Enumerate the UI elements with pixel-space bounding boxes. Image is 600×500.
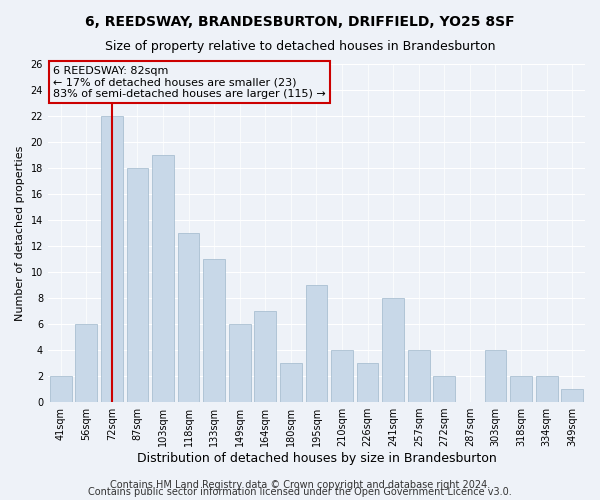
Text: 6, REEDSWAY, BRANDESBURTON, DRIFFIELD, YO25 8SF: 6, REEDSWAY, BRANDESBURTON, DRIFFIELD, Y… bbox=[85, 15, 515, 29]
Bar bbox=[485, 350, 506, 402]
Bar bbox=[562, 389, 583, 402]
Bar bbox=[305, 285, 328, 402]
Bar bbox=[408, 350, 430, 402]
Bar bbox=[357, 363, 379, 402]
Bar bbox=[331, 350, 353, 402]
Bar bbox=[101, 116, 123, 402]
Bar bbox=[50, 376, 71, 402]
Y-axis label: Number of detached properties: Number of detached properties bbox=[15, 146, 25, 320]
Bar bbox=[382, 298, 404, 402]
Bar bbox=[433, 376, 455, 402]
Text: 6 REEDSWAY: 82sqm
← 17% of detached houses are smaller (23)
83% of semi-detached: 6 REEDSWAY: 82sqm ← 17% of detached hous… bbox=[53, 66, 326, 99]
Bar bbox=[254, 311, 276, 402]
Bar bbox=[152, 155, 174, 402]
Bar bbox=[229, 324, 251, 402]
Bar bbox=[510, 376, 532, 402]
Bar bbox=[127, 168, 148, 402]
Bar bbox=[76, 324, 97, 402]
Text: Contains public sector information licensed under the Open Government Licence v3: Contains public sector information licen… bbox=[88, 487, 512, 497]
X-axis label: Distribution of detached houses by size in Brandesburton: Distribution of detached houses by size … bbox=[137, 452, 496, 465]
Bar bbox=[280, 363, 302, 402]
Text: Contains HM Land Registry data © Crown copyright and database right 2024.: Contains HM Land Registry data © Crown c… bbox=[110, 480, 490, 490]
Bar bbox=[178, 233, 199, 402]
Bar bbox=[203, 259, 225, 402]
Bar bbox=[536, 376, 557, 402]
Text: Size of property relative to detached houses in Brandesburton: Size of property relative to detached ho… bbox=[105, 40, 495, 53]
